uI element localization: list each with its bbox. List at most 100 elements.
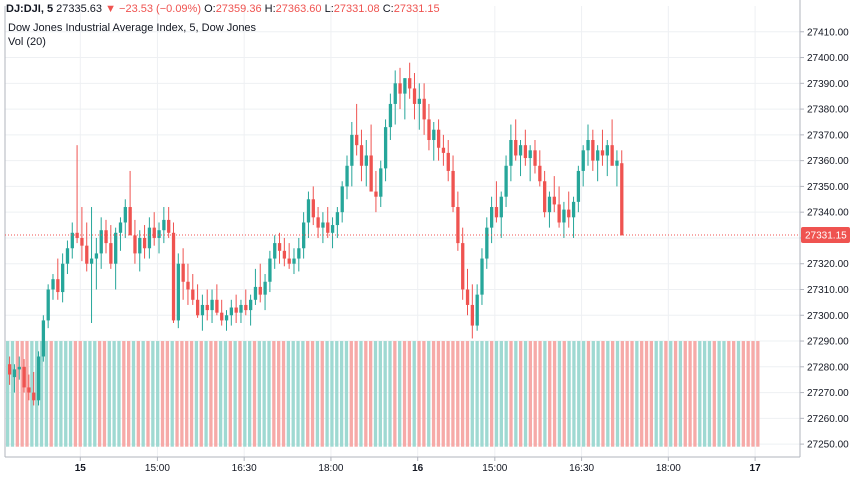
price-change: −23.53 (−0.09%)	[119, 3, 201, 15]
candle-body	[538, 165, 542, 182]
volume-bar	[204, 341, 208, 447]
volume-bar	[678, 341, 683, 447]
candle-body	[142, 237, 147, 249]
candle-body	[292, 258, 296, 264]
volume-bar	[44, 341, 49, 447]
volume-bar	[707, 341, 712, 447]
candle-body	[586, 140, 590, 151]
candle-body	[422, 98, 426, 120]
volume-bar	[189, 341, 194, 447]
candle-body	[499, 196, 503, 218]
volume-bar	[741, 341, 745, 447]
volume-bar	[117, 341, 121, 447]
volume-bar	[538, 341, 542, 447]
volume-bar	[281, 341, 286, 447]
candle-body	[311, 199, 315, 218]
candle-body	[191, 289, 195, 300]
candle-body	[109, 243, 113, 264]
close-label: C:	[382, 3, 394, 15]
price-tick-label: 27300.00	[807, 311, 849, 322]
volume-bar	[306, 341, 310, 447]
volume-bar	[64, 341, 68, 447]
candle-body	[596, 150, 600, 161]
candle-body	[297, 248, 301, 259]
candle-body	[249, 299, 253, 311]
time-tick-label: 16:30	[232, 463, 257, 474]
volume-bar	[519, 341, 523, 447]
candle-body	[408, 78, 412, 89]
volume-bar	[315, 341, 320, 447]
volume-bar	[335, 341, 339, 447]
volume-bar	[325, 341, 329, 447]
candle-body	[114, 232, 118, 264]
volume-bar	[277, 341, 281, 447]
volume-bar	[451, 341, 455, 447]
candle-body	[615, 160, 619, 166]
open-value: 27359.36	[215, 3, 262, 15]
candle-body	[224, 315, 229, 321]
price-axis[interactable]: 27250.00 27260.00 27270.00 27280.00 27290.00…	[800, 27, 849, 451]
volume-bar	[359, 341, 363, 447]
candle-body	[56, 279, 60, 293]
volume-bar	[20, 341, 24, 447]
candle-body	[552, 196, 556, 205]
volume-bar	[659, 341, 663, 447]
candle-body	[12, 369, 17, 378]
volume-bar	[122, 341, 126, 447]
price-tick-label: 27400.00	[807, 53, 849, 64]
volume-bar	[630, 341, 634, 447]
volume-bar	[431, 341, 436, 447]
volume-legend[interactable]: Vol (20)	[8, 36, 46, 48]
volume-bar	[712, 341, 716, 447]
candle-body	[576, 170, 581, 202]
volume-bar	[209, 341, 213, 447]
candle-body	[133, 235, 137, 254]
volume-bar	[39, 341, 44, 447]
volume-bar	[446, 341, 450, 447]
candle-body	[123, 207, 127, 223]
volume-bar	[286, 341, 291, 447]
price-tick-label: 27350.00	[807, 182, 849, 193]
price-tick-label: 27250.00	[807, 440, 849, 451]
candle-body	[470, 304, 475, 326]
candle-body	[157, 230, 161, 238]
symbol-name[interactable]: DJ:DJI, 5	[6, 3, 54, 15]
chart-legend-title[interactable]: Dow Jones Industrial Average Index, 5, D…	[8, 22, 257, 34]
candle-body	[17, 366, 21, 370]
volume-bar	[504, 341, 508, 447]
volume-bar	[615, 341, 620, 447]
candle-body	[393, 83, 397, 104]
volume-bar	[402, 341, 407, 447]
candle-body	[65, 248, 70, 264]
volume-bar	[151, 341, 155, 447]
candle-body	[451, 170, 455, 208]
candle-body	[89, 258, 94, 264]
high-label: H:	[264, 3, 276, 15]
volume-bar	[267, 341, 271, 447]
price-tick-label: 27270.00	[807, 388, 849, 399]
volume-bar	[354, 341, 358, 447]
volume-bar	[344, 341, 349, 447]
volume-bar	[688, 341, 692, 447]
volume-bar	[310, 341, 315, 447]
volume-bar	[228, 341, 232, 447]
volume-bar	[107, 341, 111, 447]
candle-body	[432, 129, 436, 141]
down-arrow-icon: ▼	[105, 3, 116, 15]
candle-body	[51, 279, 55, 290]
candle-body	[287, 258, 291, 264]
candle-body	[436, 129, 441, 148]
time-axis[interactable]: 15 15:00 16:30 18:00 16 15:00 16:30 18:00 17	[75, 457, 761, 474]
volume-bar	[214, 341, 218, 447]
volume-bar	[596, 341, 600, 447]
low-value: 27331.08	[333, 3, 380, 15]
candle-body	[446, 152, 450, 171]
volume-bar	[68, 341, 73, 447]
volume-bar	[746, 341, 750, 447]
time-tick-label: 15:00	[145, 463, 170, 474]
candle-body	[379, 168, 383, 197]
volume-bar	[649, 341, 654, 447]
candle-body	[610, 145, 614, 166]
volume-bar	[78, 341, 82, 447]
